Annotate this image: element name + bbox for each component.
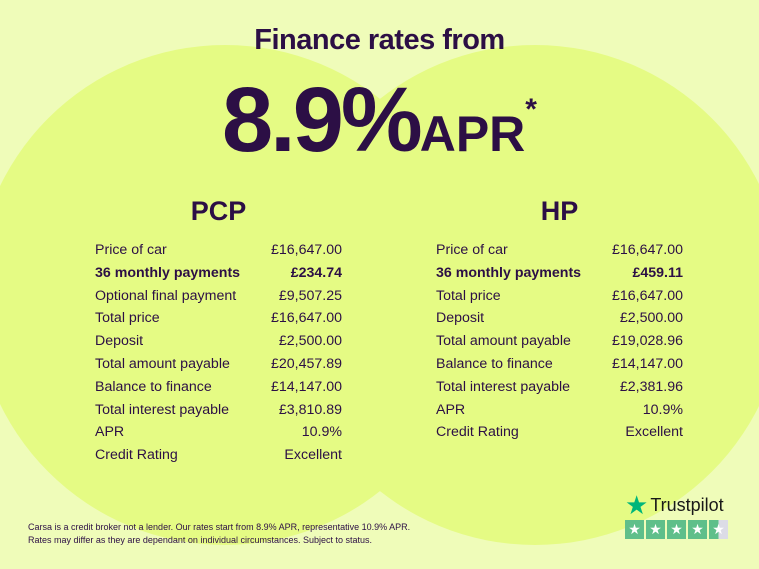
table-row: Price of car £16,647.00 [436,239,683,262]
row-value: £14,147.00 [270,378,342,395]
trustpilot-label: Trustpilot [650,494,724,515]
row-label: Credit Rating [436,424,519,441]
row-label: Balance to finance [95,378,212,395]
table-row: Deposit £2,500.00 [436,307,683,330]
row-value: £2,500.00 [619,310,683,327]
star-icon: ★ [688,520,707,539]
disclaimer: Carsa is a credit broker not a lender. O… [28,521,410,547]
row-value: 10.9% [301,424,342,441]
table-row: Deposit £2,500.00 [95,330,342,353]
pcp-table: PCP Price of car £16,647.00 36 monthly pay… [95,196,342,467]
row-value: £16,647.00 [270,310,342,327]
row-value: 10.9% [642,401,683,418]
row-label: Deposit [436,310,485,327]
table-row: Balance to finance £14,147.00 [436,353,683,376]
trustpilot-badge[interactable]: ★ Trustpilot ★ ★ ★ ★ ★ [625,490,728,539]
row-label: Price of car [436,242,508,258]
table-row: 36 monthly payments £234.74 [95,262,342,285]
disclaimer-line: Rates may differ as they are dependant o… [28,535,373,545]
table-row: Credit Rating Excellent [95,444,342,467]
star-icon: ★ [667,520,686,539]
star-icon: ★ [625,520,644,539]
star-icon: ★ [646,520,665,539]
row-value: £3,810.89 [278,401,342,418]
trustpilot-rating: ★ ★ ★ ★ ★ [625,520,728,539]
trustpilot-star-icon: ★ [625,490,649,520]
asterisk: * [525,93,537,126]
row-label: Total interest payable [95,401,230,418]
row-value: £16,647.00 [270,242,342,258]
row-value: £14,147.00 [611,355,683,372]
headline-rate: 8.9%APR* [0,68,759,173]
row-label: Price of car [95,242,167,258]
row-value: £2,500.00 [278,333,342,350]
row-label: Balance to finance [436,355,553,372]
table-row: APR 10.9% [95,421,342,444]
row-value: Excellent [284,447,342,464]
table-row: Optional final payment £9,507.25 [95,285,342,308]
row-label: Total interest payable [436,378,571,395]
background-circle-right [285,45,759,545]
table-row: Total price £16,647.00 [95,307,342,330]
row-label: Deposit [95,333,144,350]
table-row: Credit Rating Excellent [436,421,683,444]
row-value: £16,647.00 [611,242,683,258]
row-value: £234.74 [290,264,342,281]
row-label: 36 monthly payments [95,264,241,281]
table-row: Total interest payable £3,810.89 [95,399,342,422]
row-label: Total price [436,287,501,304]
row-label: APR [436,401,466,418]
row-value: £19,028.96 [611,333,683,350]
row-label: APR [95,424,125,441]
row-value: £20,457.89 [270,355,342,372]
trustpilot-logo: ★ Trustpilot [625,490,728,520]
row-value: Excellent [625,424,683,441]
table-row: Total interest payable £2,381.96 [436,376,683,399]
row-value: £2,381.96 [619,378,683,395]
hp-table: HP Price of car £16,647.00 36 monthly paym… [436,196,683,444]
disclaimer-line: Carsa is a credit broker not a lender. O… [28,522,411,532]
row-label: Optional final payment [95,287,237,304]
row-value: £16,647.00 [611,287,683,304]
table-row: APR 10.9% [436,399,683,422]
rate-value: 8.9% [222,69,423,171]
half-star-icon: ★ [709,520,728,539]
row-value: £459.11 [632,264,683,281]
hp-title: HP [540,196,579,226]
row-label: Total amount payable [436,333,571,350]
table-row: Price of car £16,647.00 [95,239,342,262]
row-value: £9,507.25 [278,287,342,304]
row-label: Total price [95,310,160,327]
row-label: Credit Rating [95,447,178,464]
apr-label: APR [419,106,526,162]
row-label: Total amount payable [95,355,230,372]
table-row: Balance to finance £14,147.00 [95,376,342,399]
row-label: 36 monthly payments [436,264,582,281]
table-row: Total amount payable £20,457.89 [95,353,342,376]
pcp-title: PCP [190,196,247,226]
table-row: 36 monthly payments £459.11 [436,262,683,285]
table-row: Total amount payable £19,028.96 [436,330,683,353]
headline: Finance rates from [254,24,505,56]
table-row: Total price £16,647.00 [436,285,683,308]
